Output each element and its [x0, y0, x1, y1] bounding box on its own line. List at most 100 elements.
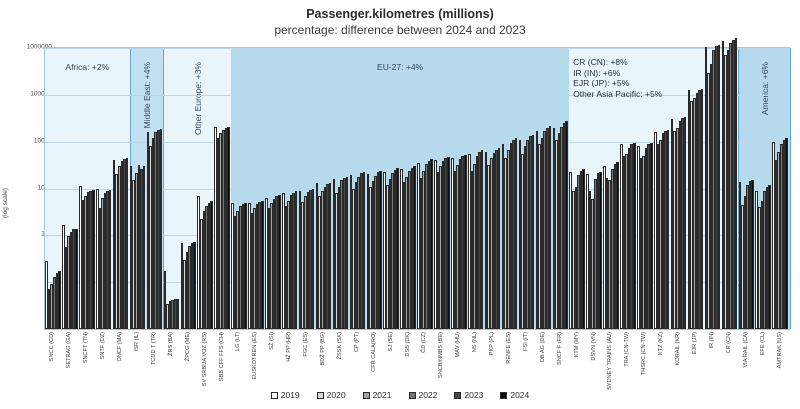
bar — [301, 201, 305, 329]
bar — [548, 125, 552, 329]
bar — [410, 167, 414, 329]
bar-group — [704, 44, 721, 329]
bar — [140, 169, 143, 329]
bar — [359, 173, 363, 329]
bar-group — [180, 48, 197, 329]
bar-group — [214, 48, 231, 329]
bar — [137, 164, 141, 329]
bar-group — [112, 48, 130, 329]
bar — [529, 136, 532, 329]
bar — [227, 126, 230, 329]
legend-item[interactable]: 2023 — [454, 390, 483, 400]
bar — [86, 192, 90, 329]
bar-group — [62, 48, 79, 329]
bar-group — [298, 48, 316, 329]
bar-group — [501, 48, 519, 329]
x-tick-label: AMTRAK (US) — [776, 332, 783, 369]
region-label: EU-27: +4% — [377, 62, 424, 72]
bar — [354, 181, 358, 329]
legend-item[interactable]: 2021 — [362, 390, 392, 400]
page-title: Passenger.kilometres (millions) — [306, 7, 494, 21]
bar — [335, 193, 338, 329]
bar — [193, 242, 196, 329]
bar-group — [281, 48, 299, 329]
bar — [289, 195, 293, 329]
bar — [349, 175, 353, 329]
bar — [123, 159, 126, 329]
bar — [676, 127, 679, 329]
bar — [298, 190, 302, 329]
bar — [106, 190, 109, 329]
gridline — [45, 235, 789, 237]
bar — [768, 184, 771, 329]
bar — [608, 180, 611, 329]
gridline — [45, 188, 789, 190]
x-tick-label: SŽ (SI) — [269, 332, 276, 350]
x-tick-label: SNCF F (FR) — [556, 332, 563, 365]
x-tick-label: SNCB/NMBS (BE) — [438, 332, 445, 378]
bar — [265, 197, 268, 329]
bar — [441, 160, 445, 329]
bar — [480, 150, 484, 329]
bar-group — [569, 48, 586, 329]
bar — [625, 153, 628, 329]
x-tick-label: KTM (MY) — [573, 332, 580, 358]
bar — [393, 169, 397, 329]
legend-label: 2023 — [464, 390, 484, 400]
bar — [207, 202, 211, 329]
bar — [755, 190, 758, 329]
bar — [120, 161, 124, 329]
chart-subtitle: percentage: difference between 2024 and … — [274, 23, 526, 37]
bar-group — [738, 48, 755, 329]
bar — [538, 143, 541, 329]
bar — [337, 186, 341, 329]
bar — [681, 118, 684, 329]
bar — [205, 206, 208, 329]
bar — [81, 200, 85, 329]
bar — [134, 173, 138, 329]
bar — [55, 272, 59, 329]
x-tick-label: ONCF (MA) — [117, 332, 124, 362]
bar — [492, 152, 496, 329]
x-tick-label: EFE (CL) — [759, 332, 766, 356]
bar — [219, 133, 223, 329]
bar — [707, 72, 710, 329]
bar — [698, 90, 701, 329]
bar — [487, 164, 491, 329]
bar — [565, 121, 568, 329]
legend-item[interactable]: 2024 — [500, 390, 529, 400]
bar-group — [772, 48, 789, 329]
legend-item[interactable]: 2019 — [270, 390, 300, 400]
bar-group — [129, 48, 147, 329]
x-tick-label: DB AG (DE) — [539, 332, 546, 363]
bar — [475, 155, 479, 329]
x-tick-label: RENFE (ES) — [506, 332, 512, 364]
bar — [396, 168, 399, 329]
bar — [281, 193, 285, 329]
bar — [151, 137, 155, 329]
bar — [62, 224, 65, 329]
bar — [664, 130, 667, 329]
bar — [763, 190, 766, 329]
bar — [644, 147, 648, 329]
gridline — [45, 282, 789, 284]
bar — [91, 189, 95, 329]
bar — [490, 158, 493, 329]
bar — [649, 142, 653, 329]
y-tick-label: 100000 — [30, 90, 52, 98]
plot-area: Africa: +2% Middle East: +4% Other Europe:… — [44, 38, 791, 330]
legend-label: 2022 — [418, 390, 438, 400]
bar — [616, 162, 619, 329]
bar — [673, 130, 677, 329]
bar — [272, 198, 276, 329]
x-tick-label: ČD (CZ) — [421, 332, 428, 353]
bar-group — [248, 48, 265, 329]
x-tick-label: SYDNEY TRAINS (AU) — [607, 332, 614, 390]
legend-label: 2019 — [280, 390, 300, 400]
legend-item[interactable]: 2020 — [316, 390, 346, 400]
legend-item[interactable]: 2022 — [408, 390, 438, 400]
bar — [666, 129, 670, 329]
bar-group — [518, 48, 535, 329]
bar — [108, 189, 112, 329]
bar-group — [400, 48, 417, 329]
